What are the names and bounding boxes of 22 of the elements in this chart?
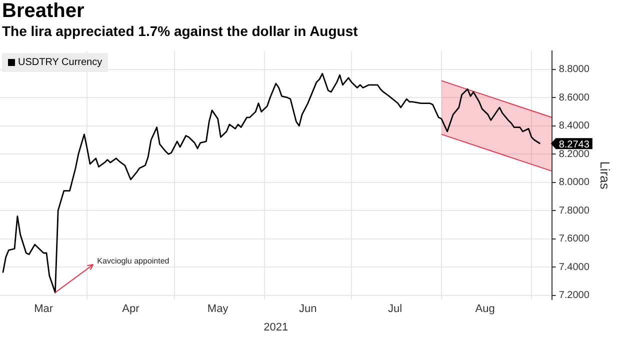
annotation: Kavcioglu appointed: [97, 256, 170, 266]
legend-label: USDTRY Currency: [18, 57, 102, 68]
x-tick-label: Jun: [298, 303, 317, 316]
chart-subtitle: The lira appreciated 1.7% against the dollar in August: [2, 23, 358, 39]
chart-title: Breather: [2, 0, 84, 23]
x-tick-label: Jul: [388, 303, 402, 316]
x-tick-label: Apr: [122, 303, 140, 316]
y-tick-label: 7.2000: [558, 290, 590, 302]
y-tick-label: 8.6000: [558, 92, 590, 104]
y-tick-label: 7.8000: [558, 205, 590, 216]
y-tick-label: 8.0000: [558, 177, 590, 188]
y-tick-label: 8.8000: [558, 64, 590, 76]
x-tick-label: May: [207, 303, 229, 316]
x-tick-label: Mar: [34, 303, 54, 316]
x-tick-label: Aug: [475, 303, 495, 316]
data-label: 8.2743: [558, 139, 590, 150]
x-axis-title: 2021: [264, 321, 288, 334]
y-tick-label: 7.6000: [558, 234, 590, 245]
y-tick-label: 7.4000: [558, 262, 590, 273]
y-tick-label: 8.2000: [558, 148, 590, 160]
y-tick-label: 8.4000: [558, 120, 590, 132]
y-axis-title: Liras: [598, 161, 613, 190]
